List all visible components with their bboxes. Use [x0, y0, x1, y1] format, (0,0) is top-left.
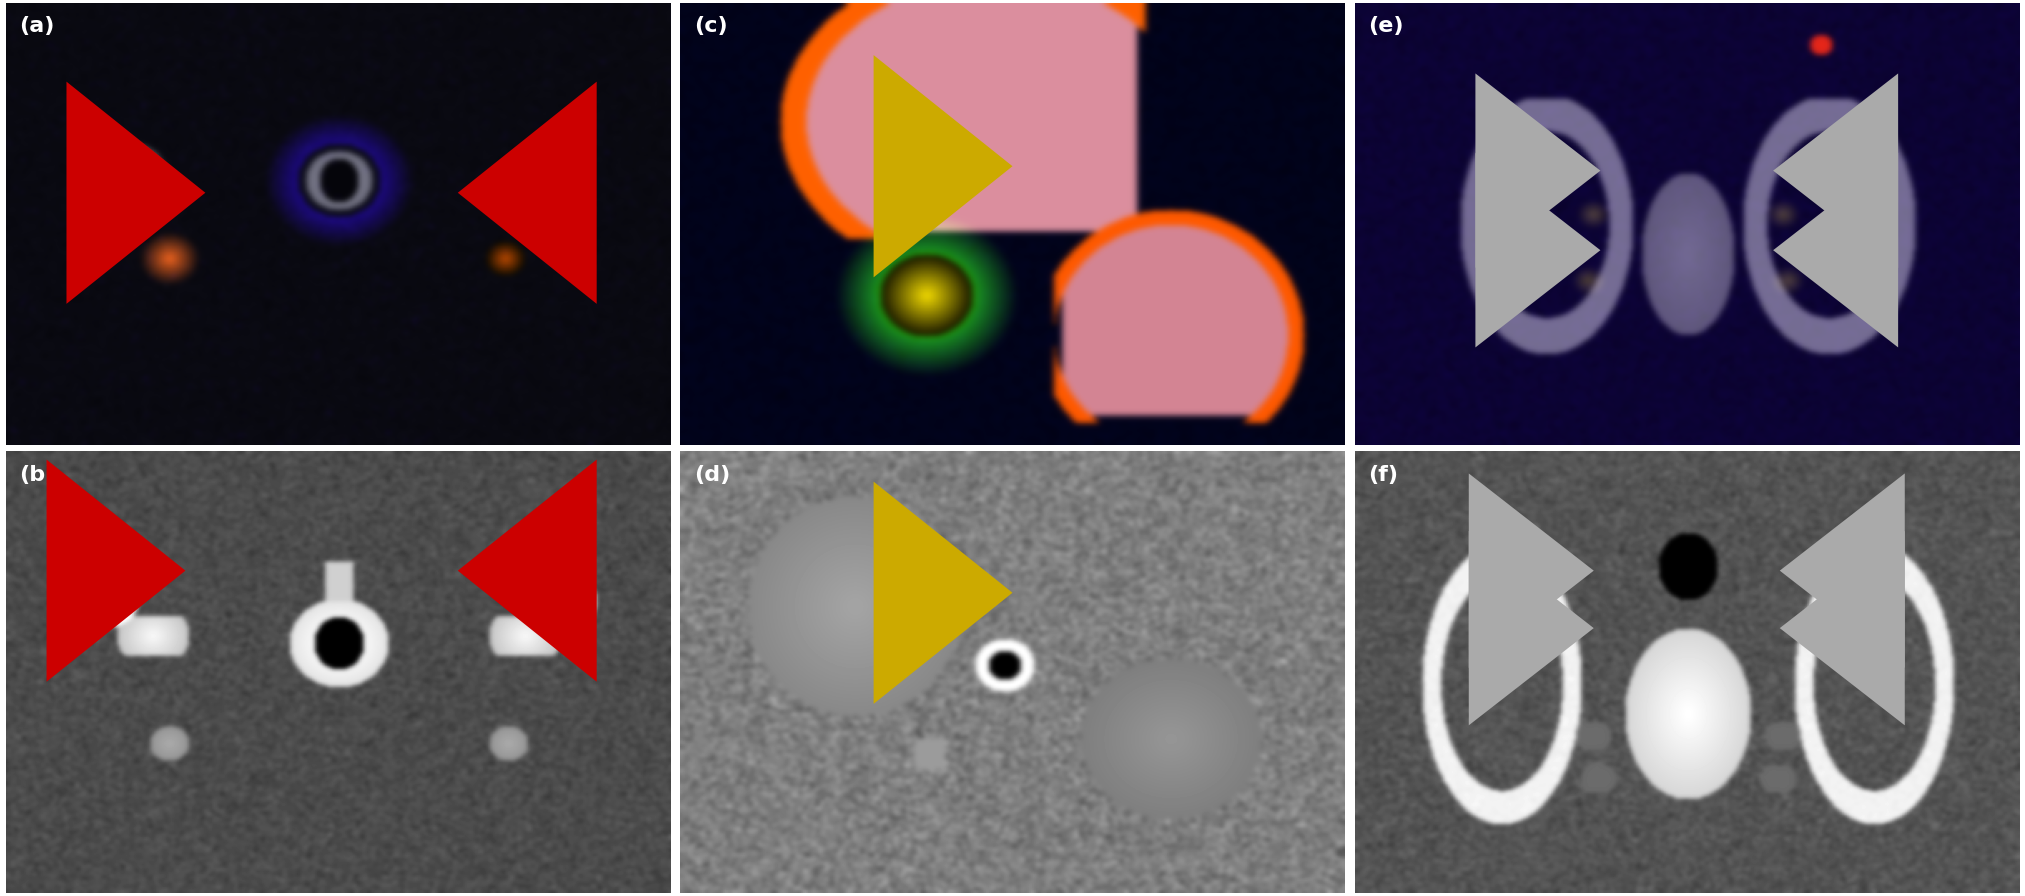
Text: (e): (e)	[1369, 16, 1403, 36]
Text: (d): (d)	[695, 464, 729, 485]
Text: (a): (a)	[20, 16, 55, 36]
Text: (c): (c)	[695, 16, 727, 36]
Text: (f): (f)	[1369, 464, 1397, 485]
Text: (b): (b)	[20, 464, 55, 485]
